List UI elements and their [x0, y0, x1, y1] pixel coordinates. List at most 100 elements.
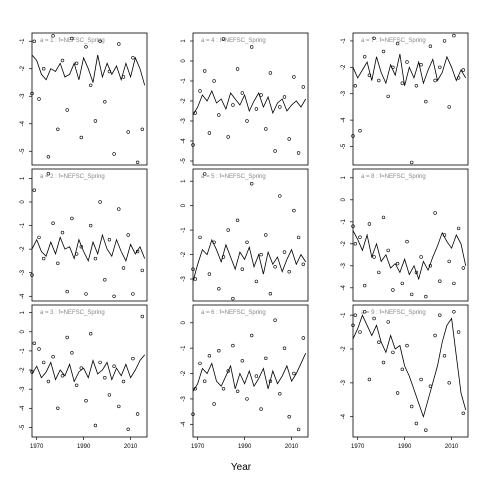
data-point [135, 412, 140, 416]
data-point [452, 310, 456, 314]
data-point [363, 283, 367, 288]
y-tick-label: -1 [20, 348, 26, 354]
panel-frame [192, 168, 309, 302]
data-point [292, 75, 296, 79]
data-point [32, 341, 36, 345]
y-tick-label: -1 [20, 38, 26, 44]
data-point [278, 194, 282, 198]
data-point [296, 235, 301, 240]
data-point [259, 93, 263, 97]
data-point [121, 379, 126, 384]
data-point [131, 356, 135, 361]
data-point [235, 218, 240, 223]
data-point [98, 360, 102, 365]
x-tick-label: 1990 [77, 444, 91, 450]
y-tick-label: -1 [341, 218, 347, 224]
y-tick-label: -1 [341, 38, 347, 44]
y-tick-label: -2 [181, 370, 187, 376]
data-point [112, 152, 116, 156]
data-point [221, 37, 226, 41]
y-tick-label: -5 [20, 424, 26, 430]
data-point [254, 107, 259, 111]
data-point [226, 135, 230, 139]
data-point [395, 261, 400, 266]
data-point [46, 172, 51, 176]
data-point [112, 364, 116, 368]
panel-frame [31, 304, 148, 438]
data-point [353, 242, 357, 246]
data-point [438, 313, 442, 317]
data-point [259, 407, 263, 411]
data-point [456, 76, 461, 80]
data-point [405, 239, 409, 244]
x-tick-label: 2010 [124, 444, 138, 450]
data-point [301, 262, 305, 266]
data-point [254, 374, 259, 378]
x-tick-label: 1990 [238, 444, 252, 450]
data-point [367, 73, 372, 77]
data-point [358, 129, 362, 133]
data-point [121, 266, 126, 270]
fit-line [192, 353, 307, 392]
data-point [191, 267, 195, 271]
data-point [203, 172, 207, 176]
data-point [103, 278, 107, 282]
y-tick-label: -3 [20, 386, 26, 392]
panel-frame [352, 304, 469, 438]
data-point [70, 216, 74, 221]
fit-line [31, 54, 146, 86]
data-point [461, 411, 465, 415]
data-point [400, 281, 404, 286]
data-point [301, 85, 305, 89]
data-point [226, 228, 230, 232]
data-point [203, 69, 207, 73]
data-point [410, 160, 414, 165]
data-point [296, 427, 301, 432]
data-point [424, 294, 428, 299]
data-point [240, 359, 245, 363]
data-point [400, 367, 404, 371]
data-point [212, 79, 216, 83]
data-point [245, 397, 249, 401]
data-point [207, 354, 212, 358]
data-point [103, 100, 107, 104]
data-point [419, 255, 423, 259]
data-point [395, 41, 400, 46]
data-point [442, 39, 447, 43]
data-point [351, 224, 355, 228]
data-point [221, 387, 226, 391]
data-point [414, 84, 419, 88]
data-point [447, 381, 451, 385]
data-point [70, 36, 74, 41]
panel-7: a = 7 : f=NEFSC_Spring -5 -4 -3 -2 -1 [341, 32, 469, 166]
panel-5: a = 5 : f=NEFSC_Spring -3 -2 -1 0 1 [181, 168, 309, 302]
data-point [433, 78, 437, 83]
data-point [282, 346, 287, 350]
data-point [41, 360, 46, 365]
data-point [41, 66, 46, 71]
panel-6: a = 6 : f=NEFSC_Spring -4 -3 -2 -1 0 1970 1990 2… [181, 304, 309, 450]
data-point [191, 412, 195, 416]
data-point [193, 387, 198, 391]
data-point [353, 313, 357, 317]
data-point [74, 252, 79, 256]
y-tick-label: 0 [341, 197, 347, 201]
panel-frame [192, 304, 309, 438]
data-point [65, 335, 69, 340]
y-tick-label: -2 [181, 251, 187, 257]
data-point [419, 62, 423, 67]
data-point [386, 248, 390, 253]
y-tick-label: 0 [181, 203, 187, 207]
panel-3: a = 3 : f=NEFSC_Spring -5 -4 -3 -2 -1 0 1 1970 19… [20, 304, 148, 450]
y-tick-label: -5 [20, 148, 26, 154]
y-tick-label: -4 [20, 120, 26, 126]
y-tick-label: -3 [341, 262, 347, 268]
data-point [287, 137, 291, 141]
data-point [107, 393, 112, 397]
y-tick-label: -1 [181, 227, 187, 233]
data-point [278, 392, 282, 396]
data-point [456, 330, 461, 334]
data-point [65, 108, 69, 112]
panel-title: a = 6 : f=NEFSC_Spring [201, 310, 266, 316]
data-point [51, 34, 55, 38]
